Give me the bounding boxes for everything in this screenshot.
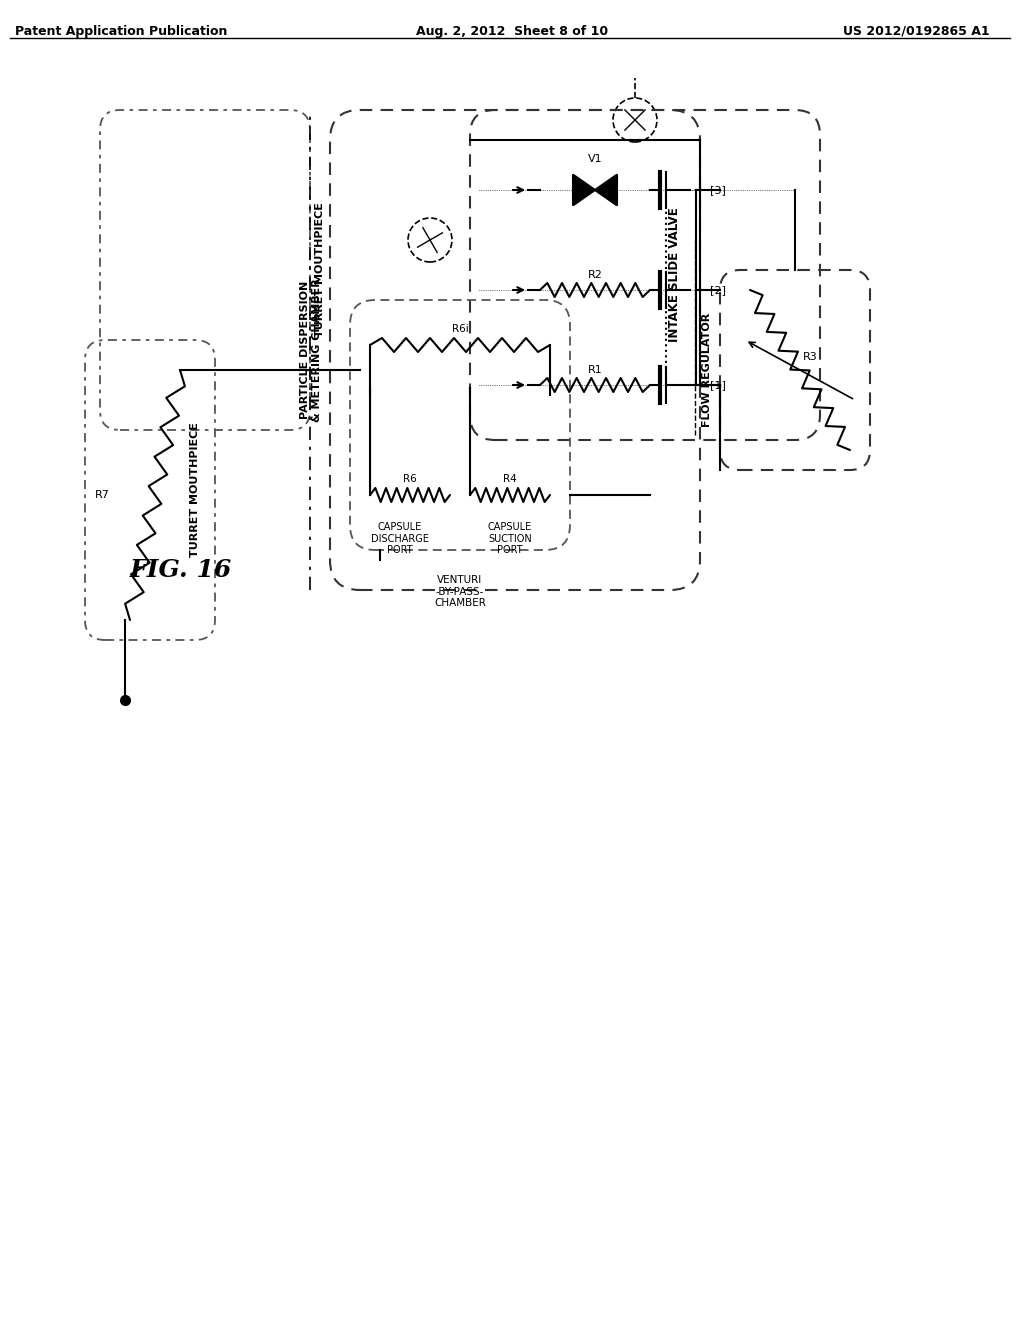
Text: Patent Application Publication: Patent Application Publication [15, 25, 227, 38]
Text: CAPSULE
DISCHARGE
PORT: CAPSULE DISCHARGE PORT [371, 521, 429, 556]
Text: R1: R1 [588, 366, 602, 375]
Text: R7: R7 [95, 490, 110, 500]
Text: FLOW REGULATOR: FLOW REGULATOR [702, 313, 712, 428]
Text: PARTICLE DISPERSION
& METERING CHAMBER: PARTICLE DISPERSION & METERING CHAMBER [300, 279, 322, 422]
Text: R3: R3 [803, 352, 817, 362]
Text: TURRET MOUTHPIECE: TURRET MOUTHPIECE [190, 422, 200, 557]
Text: R4: R4 [503, 474, 517, 484]
Text: FIG. 16: FIG. 16 [130, 558, 232, 582]
Text: R6: R6 [403, 474, 417, 484]
Text: INTAKE SLIDE VALVE: INTAKE SLIDE VALVE [669, 207, 682, 342]
Text: R6i: R6i [452, 323, 468, 334]
Text: [2]: [2] [710, 285, 726, 294]
Text: [3]: [3] [710, 185, 726, 195]
Text: V1: V1 [588, 154, 602, 164]
Text: [1]: [1] [710, 380, 726, 389]
Text: CAPSULE
SUCTION
PORT: CAPSULE SUCTION PORT [487, 521, 532, 556]
Text: US 2012/0192865 A1: US 2012/0192865 A1 [844, 25, 990, 38]
Polygon shape [595, 174, 617, 206]
Text: TURRET MOUTHPIECE: TURRET MOUTHPIECE [315, 202, 325, 338]
Text: R2: R2 [588, 271, 602, 280]
Text: VENTURI
-BY-PASS-
CHAMBER: VENTURI -BY-PASS- CHAMBER [434, 576, 486, 609]
Polygon shape [573, 174, 595, 206]
Text: Aug. 2, 2012  Sheet 8 of 10: Aug. 2, 2012 Sheet 8 of 10 [416, 25, 608, 38]
